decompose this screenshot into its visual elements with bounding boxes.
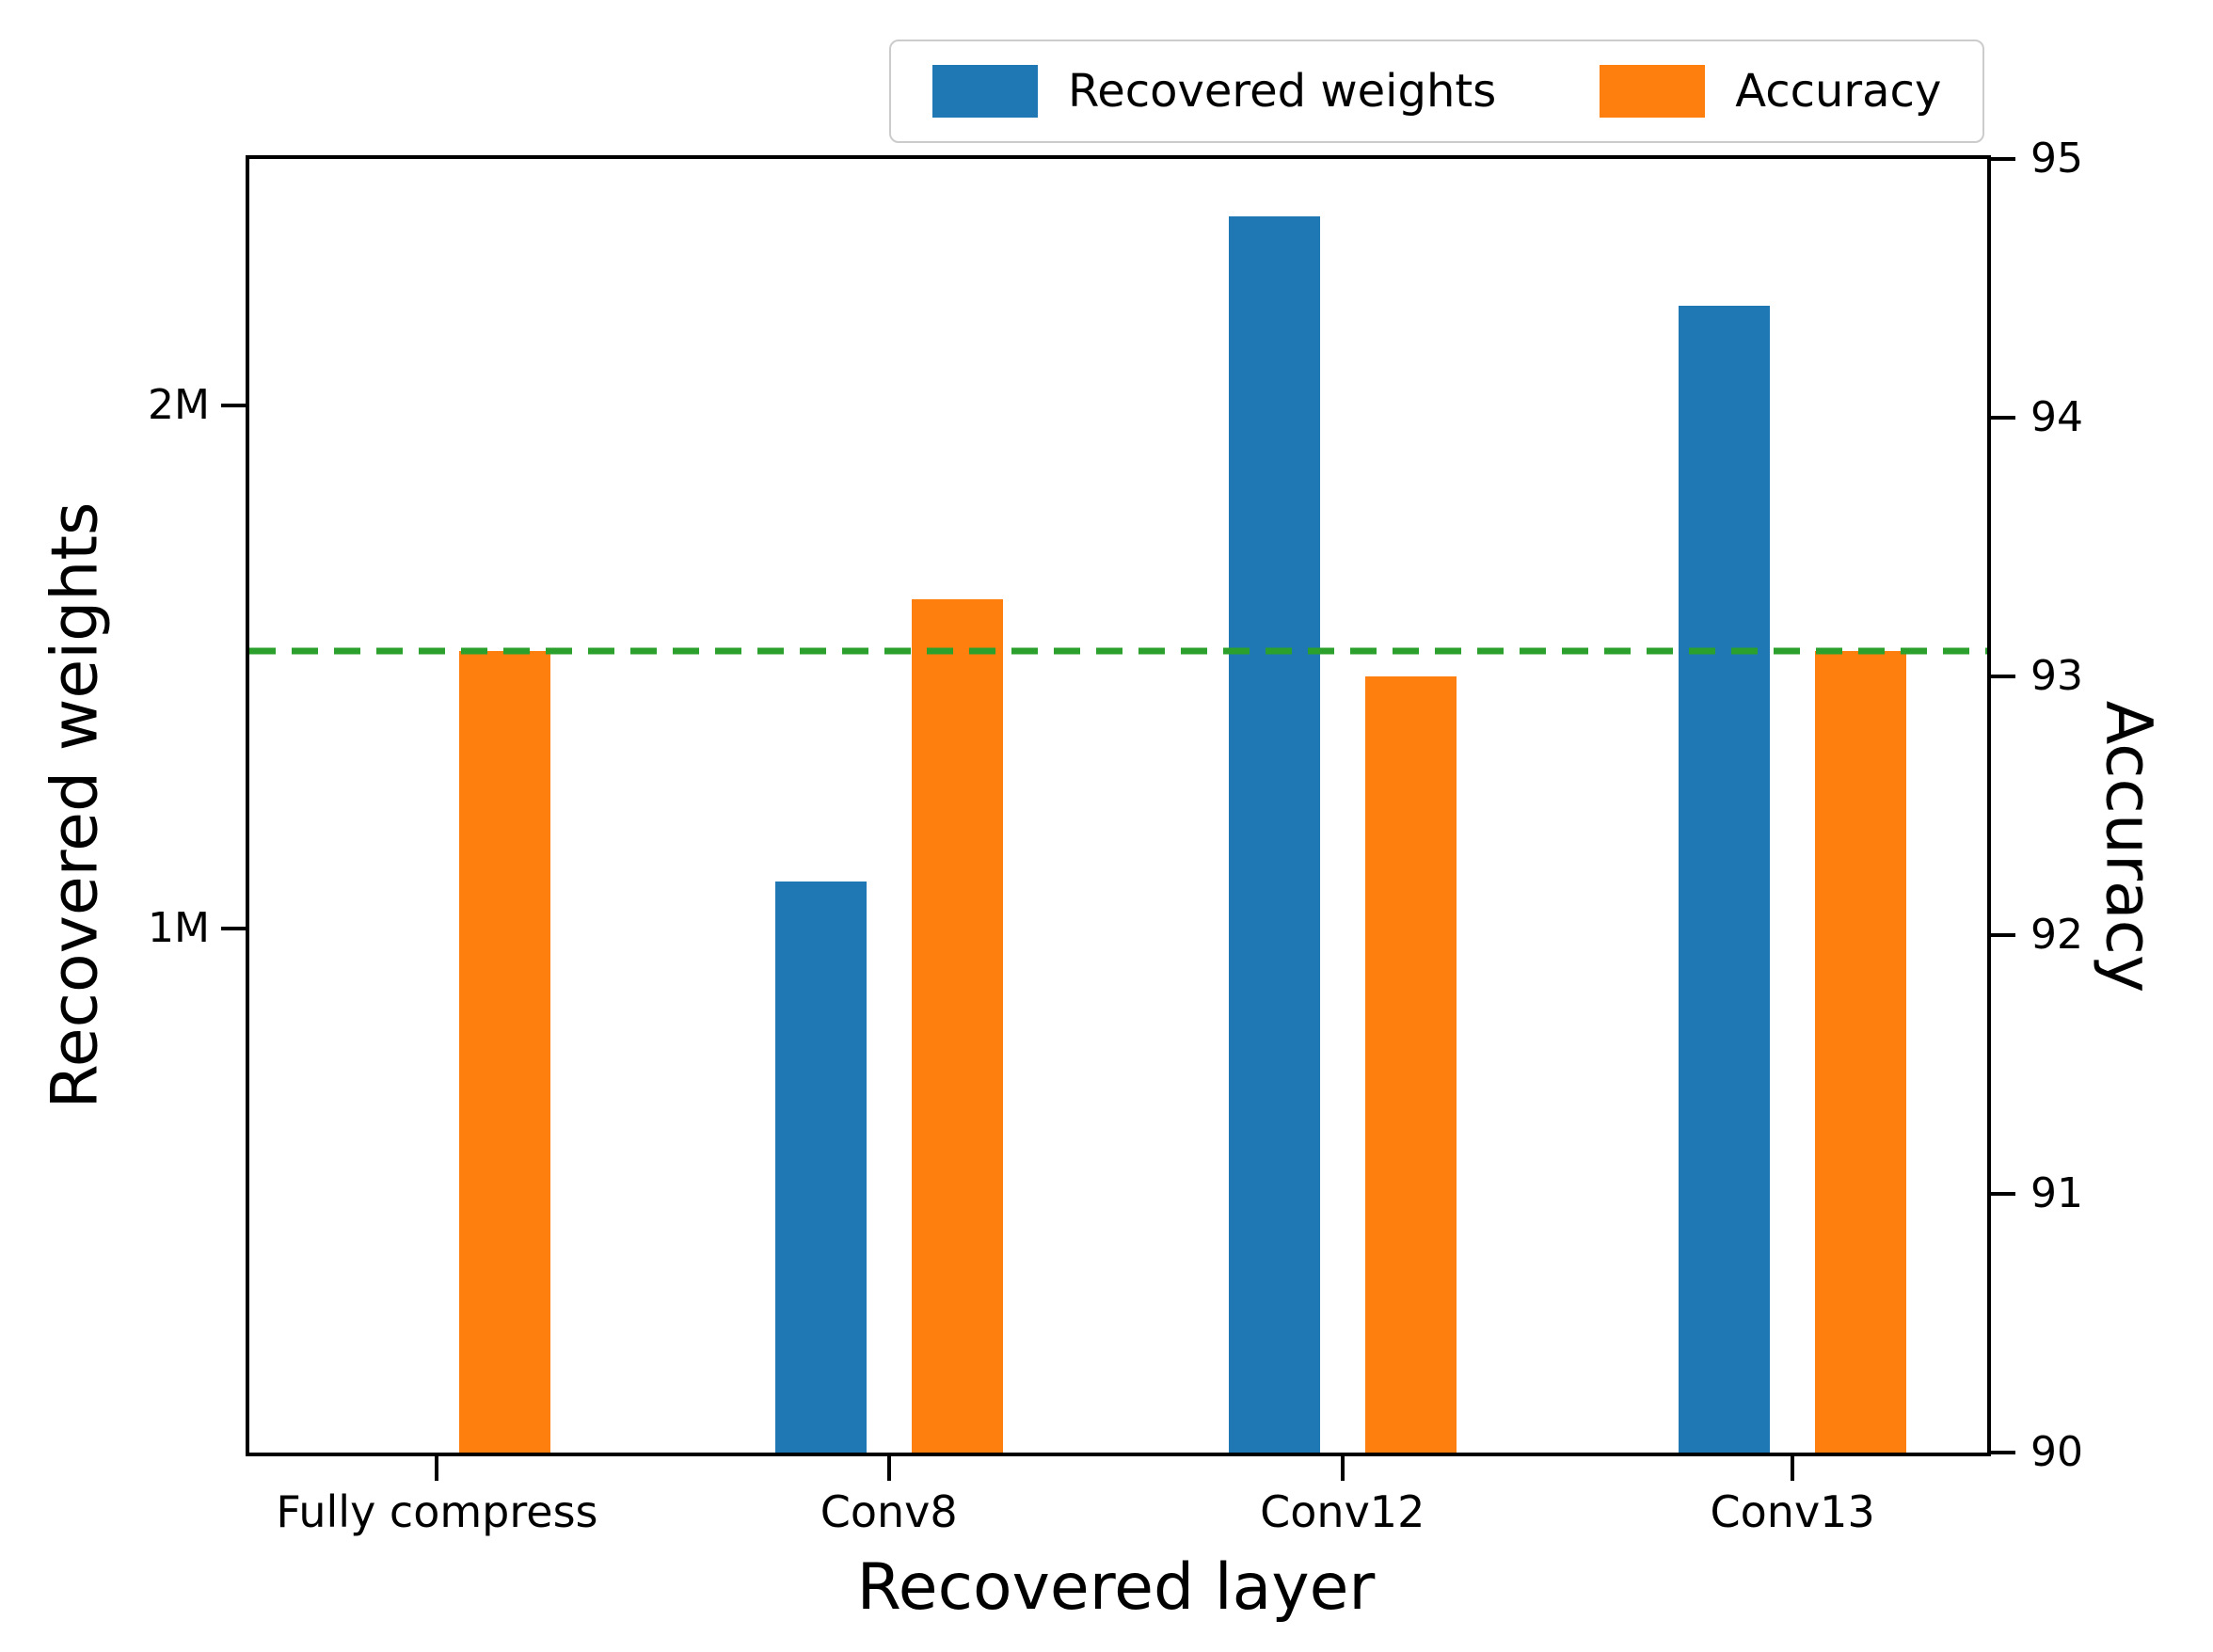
y-right-tickmark-95 xyxy=(1991,157,2015,161)
y-right-tickmark-91 xyxy=(1991,1192,2015,1196)
legend-swatch-accuracy xyxy=(1600,65,1706,118)
x-tickmark-conv13 xyxy=(1791,1456,1795,1481)
x-ticklabel-conv13: Conv13 xyxy=(1710,1486,1875,1537)
y-right-tickmark-90 xyxy=(1991,1451,2015,1454)
plot-area xyxy=(221,155,2015,1481)
bar-accuracy-conv12 xyxy=(1364,676,1457,1453)
y-right-tickmark-92 xyxy=(1991,933,2015,937)
x-ticklabel-conv12: Conv12 xyxy=(1260,1486,1425,1537)
x-tickmark-conv8 xyxy=(886,1456,891,1481)
bar-accuracy-fully-compress xyxy=(459,650,551,1453)
legend-entry-recovered-weights: Recovered weights xyxy=(932,65,1496,118)
x-ticklabel-conv8: Conv8 xyxy=(820,1486,958,1537)
y-left-ticklabel-2M: 2M xyxy=(148,380,210,429)
y-right-ticklabel-92: 92 xyxy=(2030,911,2083,959)
y-left-ticklabel-1M: 1M xyxy=(148,904,210,953)
y-right-tickmark-94 xyxy=(1991,416,2015,420)
y-right-ticklabel-94: 94 xyxy=(2030,393,2083,441)
baseline-accuracy-dashed-line xyxy=(249,647,1987,654)
x-axis-label: Recovered layer xyxy=(856,1550,1376,1625)
y-right-ticklabel-91: 91 xyxy=(2030,1169,2083,1217)
y-right-ticklabel-95: 95 xyxy=(2030,135,2083,183)
y-left-tickmark-2M xyxy=(221,403,246,407)
y-right-ticklabel-93: 93 xyxy=(2030,652,2083,700)
x-tickmark-conv12 xyxy=(1340,1456,1345,1481)
x-ticklabel-fully-compress: Fully compress xyxy=(276,1486,598,1537)
legend-label-accuracy: Accuracy xyxy=(1735,65,1942,118)
legend-swatch-recovered-weights xyxy=(932,65,1038,118)
legend: Recovered weights Accuracy xyxy=(889,40,1985,143)
bar-recovered-weights-conv8 xyxy=(774,882,867,1453)
y-axis-label-right: Accuracy xyxy=(2091,700,2166,993)
y-axis-label-left: Recovered weights xyxy=(38,501,113,1109)
y-left-tickmark-1M xyxy=(221,927,246,931)
x-tickmark-fully-compress xyxy=(435,1456,439,1481)
legend-label-recovered-weights: Recovered weights xyxy=(1068,65,1497,118)
y-right-tickmark-93 xyxy=(1991,675,2015,678)
bar-accuracy-conv8 xyxy=(911,598,1003,1453)
legend-entry-accuracy: Accuracy xyxy=(1600,65,1941,118)
bar-accuracy-conv13 xyxy=(1815,650,1907,1453)
y-right-ticklabel-90: 90 xyxy=(2030,1428,2083,1476)
bar-recovered-weights-conv12 xyxy=(1228,216,1320,1453)
bar-recovered-weights-conv13 xyxy=(1679,305,1771,1453)
